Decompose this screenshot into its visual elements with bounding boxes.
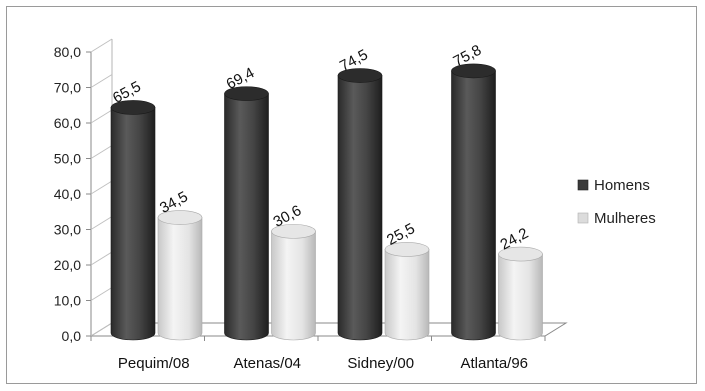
- y-tick-label: 50,0: [54, 151, 81, 167]
- x-tick-label: Atenas/04: [233, 355, 301, 372]
- bar: [498, 246, 543, 341]
- bar-body: [498, 253, 543, 341]
- y-tick-label: 70,0: [54, 80, 81, 96]
- bar: [337, 68, 383, 341]
- bar: [224, 86, 269, 341]
- y-tick-depth-line: [90, 38, 113, 53]
- bar-top: [451, 63, 496, 79]
- x-tick-label: Atlanta/96: [460, 355, 528, 372]
- bar-body: [451, 70, 496, 341]
- y-tick-depth-line: [90, 74, 113, 88]
- bar-top: [337, 68, 383, 83]
- y-tick-label: 20,0: [54, 257, 81, 273]
- legend-swatch: [577, 212, 589, 224]
- bar-body: [271, 231, 316, 341]
- bar: [157, 210, 203, 341]
- bar: [271, 224, 316, 341]
- bar-body: [157, 217, 203, 341]
- bar-body: [110, 107, 156, 341]
- bar-body: [224, 93, 269, 341]
- y-tick-depth-line: [90, 216, 113, 230]
- y-tick-depth-line: [90, 109, 113, 124]
- legend-swatch: [577, 179, 589, 191]
- x-tick-label: Sidney/00: [347, 355, 414, 372]
- legend-label: Mulheres: [594, 210, 656, 227]
- bar-top: [384, 242, 430, 257]
- y-tick-label: 10,0: [54, 293, 81, 309]
- legend-label: Homens: [594, 177, 650, 194]
- y-tick-depth-line: [90, 322, 113, 337]
- legend: Homens Mulheres: [577, 177, 656, 227]
- bar-top: [157, 210, 203, 225]
- x-tick-label: Pequim/08: [118, 355, 190, 372]
- bar-body: [337, 75, 383, 341]
- bar-body: [384, 249, 430, 341]
- y-tick-label: 30,0: [54, 222, 81, 238]
- y-tick-depth-line: [90, 251, 113, 266]
- y-tick-depth-line: [90, 287, 113, 301]
- y-tick-depth-line: [90, 145, 113, 159]
- bar: [110, 100, 156, 341]
- y-tick-depth-line: [90, 180, 113, 195]
- bar: [384, 242, 430, 341]
- bar: [451, 63, 496, 341]
- bar-top: [498, 246, 543, 262]
- bar-top: [271, 224, 316, 239]
- axes-group: 0,0 10,0 20,0 30,0 40,0 50,0 60,0 70,0 80,0 Pequi…: [54, 38, 568, 372]
- bars-group: [110, 63, 543, 341]
- y-tick-label: 60,0: [54, 115, 81, 131]
- y-tick-label: 40,0: [54, 186, 81, 202]
- bar-top: [224, 86, 269, 101]
- bar-top: [110, 100, 156, 115]
- y-tick-label: 0,0: [62, 328, 82, 344]
- y-tick-label: 80,0: [54, 44, 81, 60]
